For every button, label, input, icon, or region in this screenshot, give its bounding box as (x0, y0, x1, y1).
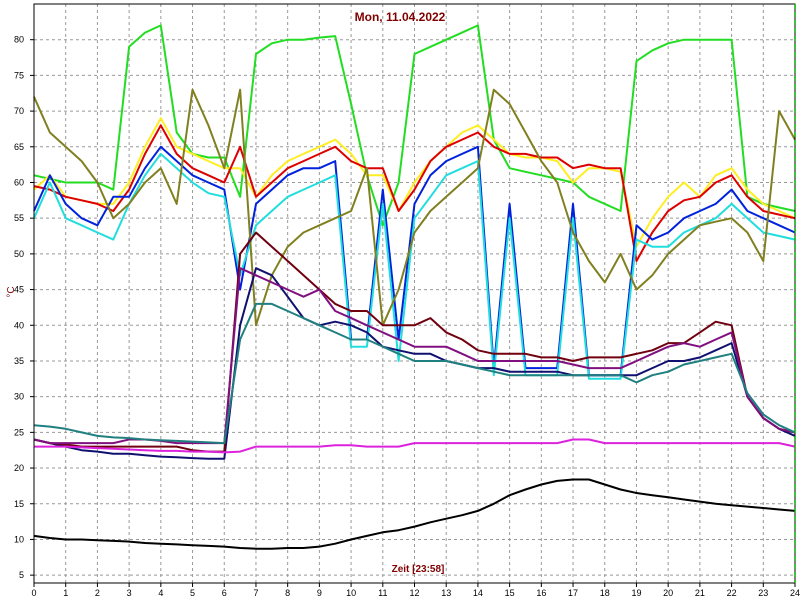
series-line (33, 117, 796, 248)
x-tick-label: 12 (409, 588, 419, 598)
y-tick-label: 60 (14, 177, 24, 187)
y-tick-label: 70 (14, 106, 24, 116)
y-tick-label: 45 (14, 285, 24, 295)
x-tick-label: 10 (346, 588, 356, 598)
x-tick-label: 23 (758, 588, 768, 598)
y-tick-label: 5 (19, 570, 24, 580)
series-line (33, 124, 796, 262)
x-tick-label: 5 (190, 588, 195, 598)
series-line (33, 478, 796, 550)
x-axis-label: Zeit [23:58] (392, 564, 445, 575)
series-line (33, 302, 796, 445)
x-tick-label: 16 (536, 588, 546, 598)
y-tick-label: 80 (14, 35, 24, 45)
series-line (33, 24, 796, 227)
y-tick-label: 55 (14, 213, 24, 223)
series-line (33, 267, 796, 460)
y-tick-label: 25 (14, 427, 24, 437)
x-tick-label: 19 (631, 588, 641, 598)
x-tick-label: 0 (31, 588, 36, 598)
y-tick-label: 50 (14, 249, 24, 259)
x-tick-label: 17 (568, 588, 578, 598)
series-line (33, 231, 796, 453)
y-tick-label: 30 (14, 392, 24, 402)
y-tick-label: 15 (14, 499, 24, 509)
x-tick-label: 1 (63, 588, 68, 598)
x-tick-label: 14 (473, 588, 483, 598)
lines (33, 24, 796, 550)
x-tick-label: 21 (695, 588, 705, 598)
x-tick-label: 15 (505, 588, 515, 598)
series-line (34, 438, 796, 454)
x-tick-label: 2 (95, 588, 100, 598)
x-tick-label: 4 (158, 588, 163, 598)
y-axis-label: °C (6, 286, 17, 297)
y-tick-label: 35 (14, 356, 24, 366)
series-line (33, 145, 796, 377)
x-tick-label: 6 (222, 588, 227, 598)
x-tick-label: 7 (253, 588, 258, 598)
x-tick-label: 22 (727, 588, 737, 598)
series-line (33, 152, 796, 380)
y-tick-label: 20 (14, 463, 24, 473)
y-tick-label: 40 (14, 320, 24, 330)
x-tick-label: 13 (441, 588, 451, 598)
x-tick-label: 18 (600, 588, 610, 598)
x-tick-label: 20 (663, 588, 673, 598)
x-tick-label: 11 (378, 588, 387, 598)
chart-title: Mon, 11.04.2022 (355, 10, 446, 24)
y-tick-label: 75 (14, 70, 24, 80)
y-tick-label: 65 (14, 142, 24, 152)
x-tick-label: 24 (790, 588, 800, 598)
x-tick-label: 3 (127, 588, 132, 598)
x-tick-label: 9 (317, 588, 322, 598)
y-tick-label: 10 (14, 534, 24, 544)
x-tick-label: 8 (285, 588, 290, 598)
series-line (33, 88, 796, 327)
